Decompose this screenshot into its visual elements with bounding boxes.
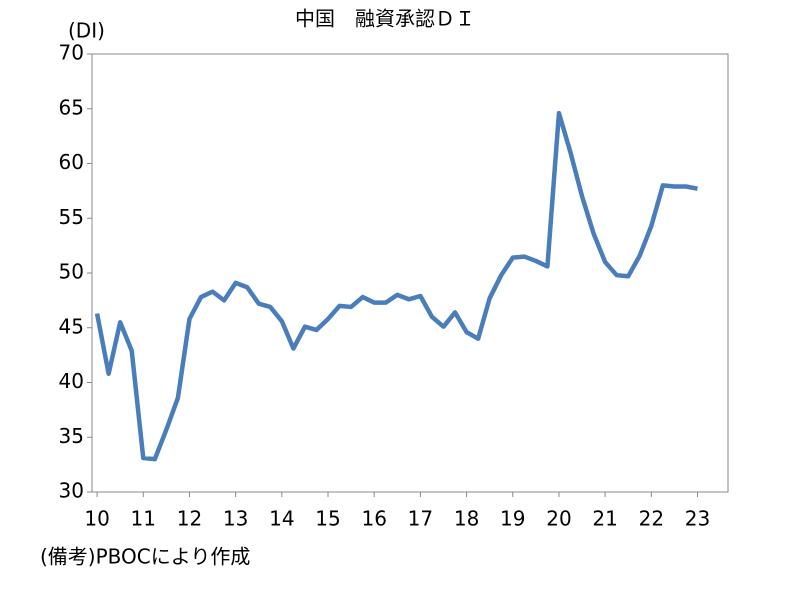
x-tick-label: 15	[315, 507, 340, 531]
x-tick-label: 13	[223, 507, 248, 531]
y-tick-label: 65	[59, 95, 84, 119]
x-tick-label: 23	[685, 507, 710, 531]
x-tick-label: 18	[454, 507, 479, 531]
x-tick-label: 17	[408, 507, 433, 531]
x-tick-label: 12	[177, 507, 202, 531]
y-tick-label: 55	[59, 205, 84, 229]
x-tick-label: 22	[639, 507, 664, 531]
y-tick-label: 35	[59, 424, 84, 448]
y-tick-label: 60	[59, 150, 84, 174]
y-tick-label: 30	[59, 479, 84, 503]
y-tick-label: 40	[59, 369, 84, 393]
y-tick-label: 45	[59, 314, 84, 338]
data-line	[94, 110, 698, 462]
x-tick-label: 11	[131, 507, 156, 531]
x-tick-label: 20	[546, 507, 571, 531]
y-tick-label: 50	[59, 260, 84, 284]
x-tick-label: 16	[361, 507, 386, 531]
x-tick-label: 21	[592, 507, 617, 531]
note: (備考)PBOCにより作成	[40, 545, 250, 569]
y-axis-label: (DI)	[68, 19, 105, 43]
chart-title: 中国 融資承認ＤＩ	[295, 7, 475, 31]
x-tick-label: 14	[269, 507, 294, 531]
x-tick-label: 19	[500, 507, 525, 531]
y-tick-label: 70	[59, 41, 84, 65]
x-tick-label: 10	[84, 507, 109, 531]
